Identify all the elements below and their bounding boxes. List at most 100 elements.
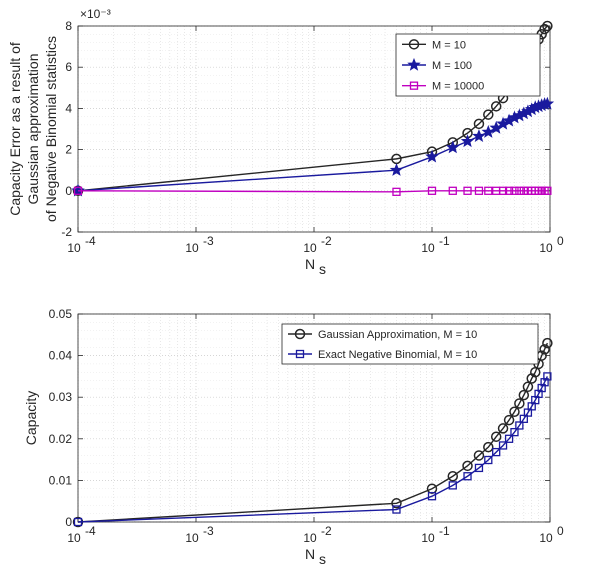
y-tick-label: 0.05 [49, 307, 73, 321]
data-point [543, 372, 552, 381]
data-point [539, 344, 550, 355]
series-2 [73, 186, 552, 196]
data-point [391, 498, 402, 509]
data-point [504, 434, 514, 443]
x-tick-label: 10 [539, 531, 553, 545]
legend-marker [408, 39, 420, 50]
x-tick-exponent: 0 [557, 234, 564, 248]
legend-entry: M = 10000 [432, 81, 484, 93]
data-point [483, 109, 494, 120]
legend: Gaussian Approximation, M = 10 Exact Nega… [281, 323, 539, 365]
data-point [510, 186, 519, 195]
data-point [540, 96, 555, 110]
legend-entry: Gaussian Approximation, M = 10 [318, 329, 477, 341]
data-point [392, 187, 401, 196]
data-point [473, 450, 485, 461]
y-tick-label: 2 [65, 143, 72, 157]
chart-capacity: 10 -4 10 -3 10 -2 10 -1 10 0 0 0.01 0.02 0.03 0.04 0.05… [23, 307, 564, 567]
data-point [446, 140, 460, 154]
data-point [474, 463, 484, 473]
legend-entry: M = 100 [432, 60, 472, 72]
series-1 [73, 372, 552, 527]
x-tick-exponent: -3 [203, 524, 214, 538]
legend-marker [407, 57, 421, 71]
y-axis-label: Gaussian approximation [25, 54, 41, 205]
x-tick-exponent: -4 [85, 524, 96, 538]
legend-entry: M = 10 [432, 39, 466, 51]
y-tick-label: 0.02 [49, 432, 73, 446]
x-axis-label: N [305, 546, 315, 562]
data-point [543, 186, 552, 195]
x-tick-label: 10 [303, 531, 317, 545]
data-point [389, 163, 404, 176]
x-tick-exponent: -1 [439, 234, 450, 248]
data-point [73, 517, 83, 527]
x-tick-label: 10 [303, 241, 317, 255]
y-axis-label: Capacity [23, 391, 39, 445]
data-point [498, 186, 508, 195]
y-tick-label: 0.04 [49, 349, 73, 363]
x-tick-label: 10 [67, 241, 81, 255]
chart-capacity-error: 10 -4 10 -3 10 -2 10 -1 10 0 -2 0 2 4 6 8 ×10⁻³ N s Capacit… [7, 7, 564, 277]
data-point [472, 129, 486, 142]
data-point [510, 427, 519, 437]
data-point [462, 460, 473, 472]
data-point [492, 447, 501, 457]
y-axis-label: Capacity Error as a result of [7, 42, 23, 216]
y-tick-label: 0.01 [49, 473, 73, 487]
data-point [539, 23, 550, 35]
y-tick-label: 0.03 [49, 390, 73, 404]
y-tick-label: 4 [65, 101, 72, 115]
data-point [460, 134, 475, 148]
data-point [484, 455, 493, 465]
data-point [483, 441, 494, 453]
data-point [497, 423, 509, 434]
legend-marker [295, 349, 305, 359]
legend-box [281, 323, 539, 365]
data-point [463, 186, 472, 195]
data-point [484, 186, 493, 195]
data-point [498, 441, 508, 450]
data-point [509, 406, 520, 418]
data-point [515, 186, 524, 195]
x-tick-exponent: 0 [557, 524, 564, 538]
y-axis-label: of Negative Binomial statistics [43, 36, 59, 222]
x-tick-label: 10 [539, 241, 553, 255]
x-axis-label-subscript: s [319, 261, 326, 277]
x-tick-exponent: -1 [439, 524, 450, 538]
data-point [473, 118, 485, 130]
x-tick-label: 10 [185, 241, 199, 255]
y-exponent-label: ×10⁻³ [80, 7, 111, 21]
data-point [427, 186, 437, 195]
data-point [427, 492, 437, 501]
data-point [490, 431, 502, 442]
x-tick-exponent: -3 [203, 234, 214, 248]
data-point [448, 186, 457, 195]
legend-entry: Exact Negative Binomial, M = 10 [318, 349, 477, 361]
y-tick-label: 6 [65, 60, 72, 74]
data-point [425, 149, 439, 163]
x-tick-exponent: -4 [85, 234, 96, 248]
data-point [503, 414, 515, 426]
x-tick-exponent: -2 [321, 234, 332, 248]
data-point [392, 505, 401, 514]
data-point [540, 378, 549, 387]
x-tick-label: 10 [421, 241, 435, 255]
data-point [504, 186, 514, 195]
data-point [490, 101, 502, 112]
data-point [71, 183, 85, 197]
data-point [481, 124, 496, 138]
data-point [447, 470, 459, 482]
y-tick-label: 0 [65, 184, 72, 198]
x-tick-label: 10 [421, 531, 435, 545]
data-point [515, 421, 524, 430]
legend-marker [294, 328, 306, 340]
x-tick-label: 10 [185, 531, 199, 545]
y-tick-label: 8 [65, 19, 72, 33]
x-tick-exponent: -2 [321, 524, 332, 538]
data-point [514, 398, 525, 409]
x-axis-label-subscript: s [319, 551, 326, 567]
data-point [522, 381, 534, 393]
x-tick-label: 10 [67, 531, 81, 545]
